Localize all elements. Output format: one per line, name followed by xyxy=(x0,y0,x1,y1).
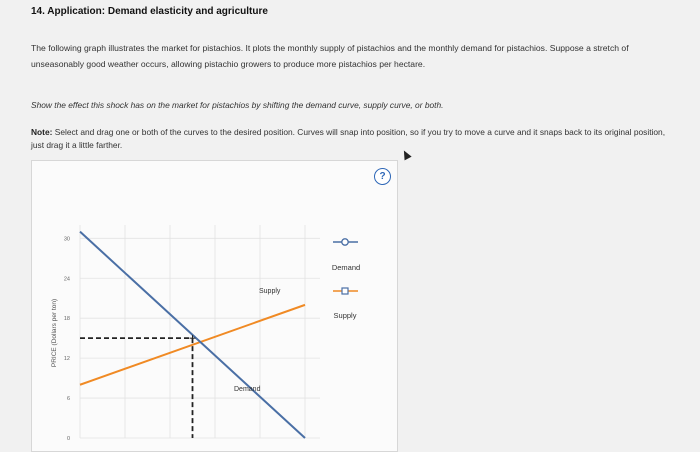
supply-demand-graph: PRICE (Dollars per ton) 30 24 18 12 6 0 Suppl… xyxy=(51,225,360,440)
question-instruction: Show the effect this shock has on the ma… xyxy=(31,100,444,110)
y-tick-label: 24 xyxy=(64,276,70,282)
y-tick-label: 0 xyxy=(67,436,70,440)
legend-supply-tool[interactable]: Supply xyxy=(333,287,358,320)
legend-demand-tool[interactable]: Demand xyxy=(332,238,360,272)
question-intro: The following graph illustrates the mark… xyxy=(31,43,629,69)
graph-panel xyxy=(31,160,398,452)
chart-series xyxy=(79,230,306,439)
chart-grid xyxy=(79,225,320,439)
demand-curve-label: Demand xyxy=(234,386,261,393)
y-tick-label: 30 xyxy=(64,236,70,242)
legend-demand-label: Demand xyxy=(332,263,360,272)
legend-supply-marker[interactable] xyxy=(341,287,349,295)
y-tick-label: 18 xyxy=(64,316,70,322)
y-tick-labels: 30 24 18 12 6 0 xyxy=(64,236,70,440)
supply-curve-label: Supply xyxy=(259,288,281,295)
note-label: Note: xyxy=(31,127,53,137)
supply-curve[interactable] xyxy=(79,303,306,386)
y-tick-label: 6 xyxy=(67,396,70,402)
question-note: Note: Select and drag one or both of the… xyxy=(31,126,671,152)
note-text: Select and drag one or both of the curve… xyxy=(31,127,666,150)
legend-demand-marker[interactable] xyxy=(341,238,349,246)
help-button[interactable]: ? xyxy=(374,168,391,185)
y-axis-label: PRICE (Dollars per ton) xyxy=(51,299,58,367)
question-title: 14. Application: Demand elasticity and a… xyxy=(31,6,268,17)
y-tick-label: 12 xyxy=(64,356,70,362)
demand-curve[interactable] xyxy=(79,230,306,439)
legend-supply-label: Supply xyxy=(334,311,357,320)
